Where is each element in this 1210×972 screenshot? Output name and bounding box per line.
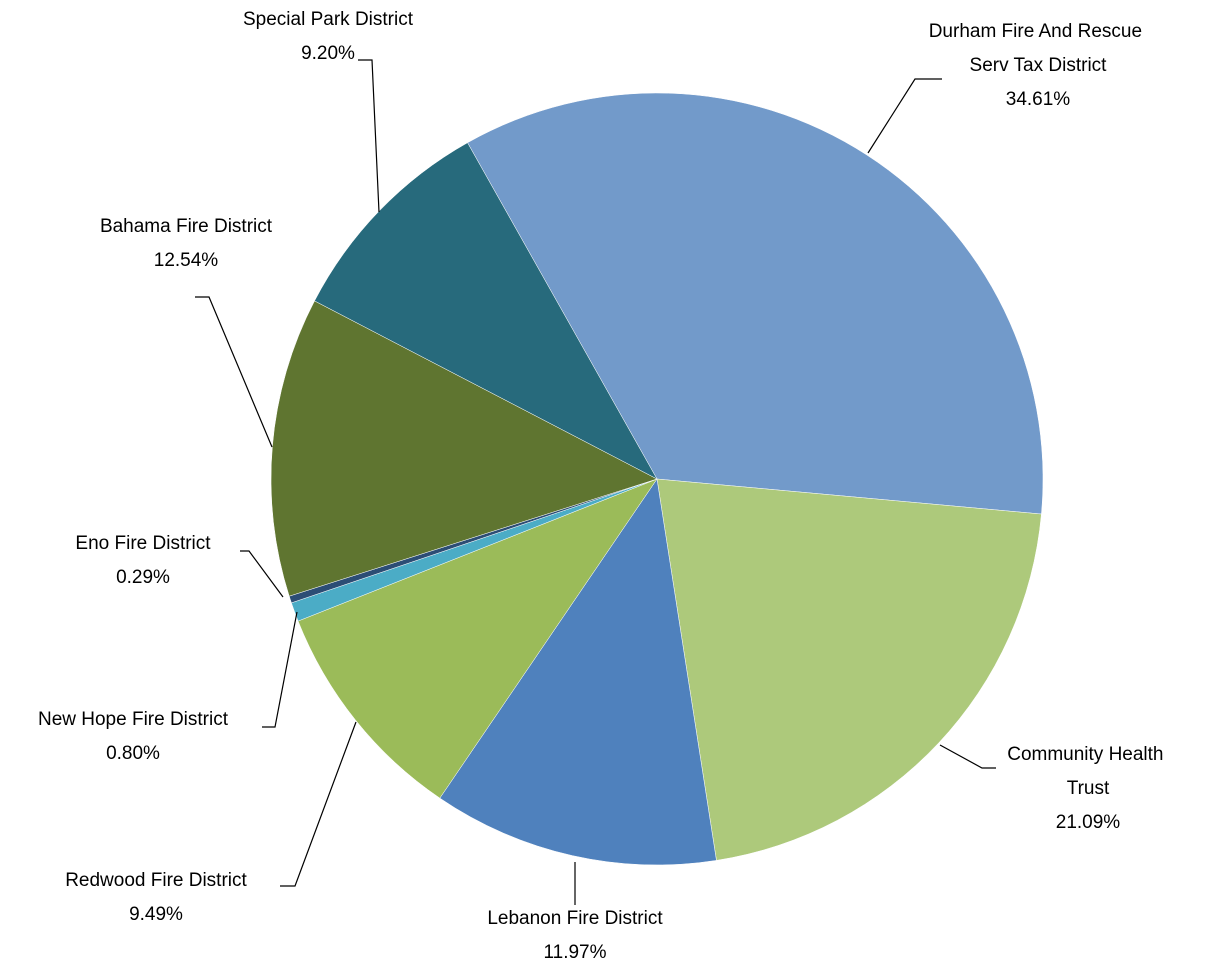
category-label: Eno Fire District — [75, 533, 211, 554]
value-label: 34.61% — [1006, 89, 1071, 110]
pie-slice — [439, 478, 717, 866]
pie-slice — [467, 92, 1044, 515]
value-label: 0.29% — [116, 567, 170, 588]
value-label: 21.09% — [1056, 812, 1121, 833]
value-label: 12.54% — [154, 250, 219, 271]
leader-line — [240, 550, 284, 598]
pie-slice — [270, 300, 658, 597]
category-label: Lebanon Fire District — [487, 908, 663, 929]
category-label: New Hope Fire District — [38, 709, 229, 730]
category-label: Bahama Fire District — [100, 216, 273, 237]
category-label: Redwood Fire District — [65, 870, 247, 891]
category-label: Community Health Trust — [1007, 744, 1169, 799]
category-label: Special Park District — [243, 9, 414, 30]
category-label: Durham Fire And Rescue Serv Tax District — [929, 21, 1148, 76]
value-label: 9.49% — [129, 904, 183, 925]
value-label: 0.80% — [106, 743, 160, 764]
pie-slice — [297, 478, 658, 799]
leader-line — [195, 296, 273, 448]
leader-line — [262, 611, 298, 728]
pie-slice — [656, 478, 1042, 861]
value-label: 11.97% — [543, 942, 606, 963]
leader-line — [358, 59, 380, 213]
leader-line — [280, 721, 357, 887]
value-label: 9.20% — [301, 43, 355, 64]
leader-line — [867, 78, 942, 154]
leader-line — [939, 744, 996, 769]
